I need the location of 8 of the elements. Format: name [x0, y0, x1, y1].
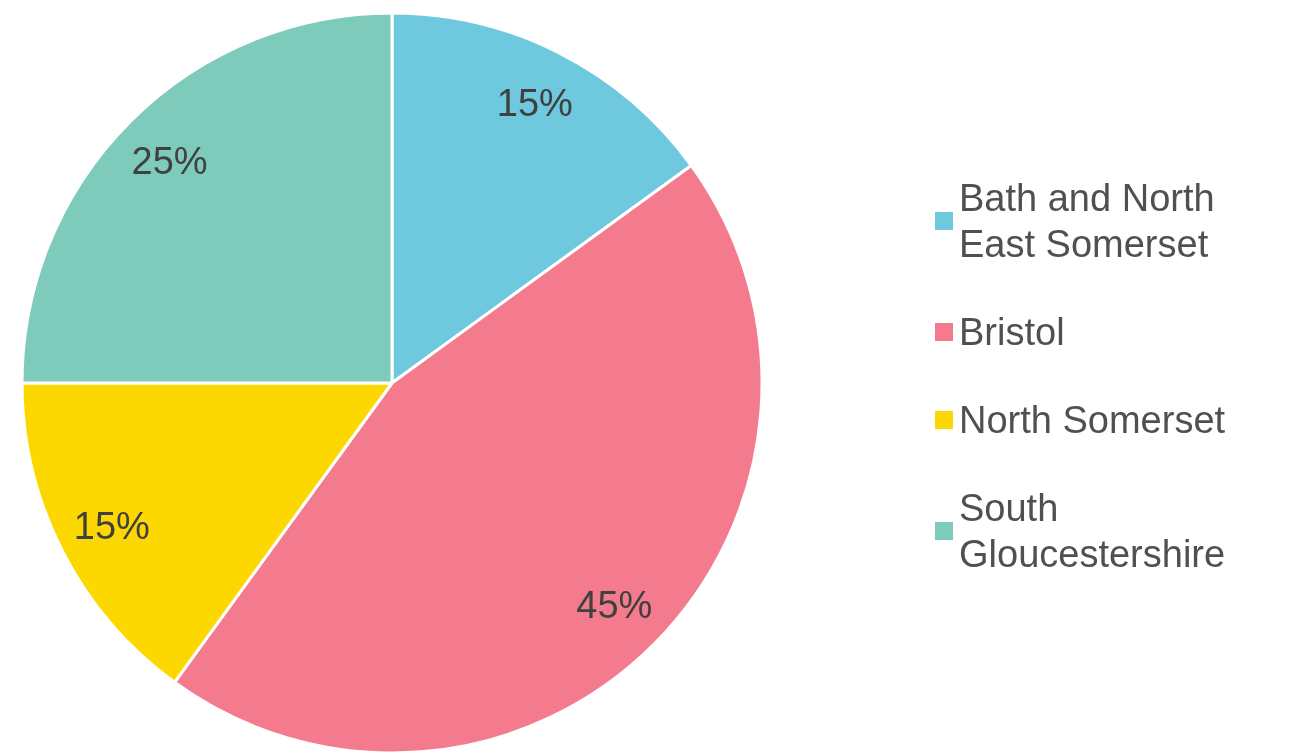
legend-label: North Somerset: [959, 399, 1226, 441]
data-label: 45%: [576, 584, 653, 627]
data-label: 25%: [131, 139, 208, 182]
legend-label: South Gloucestershire: [959, 487, 1226, 575]
legend-label: Bath and North East Somerset: [959, 177, 1226, 265]
data-label: 15%: [73, 504, 150, 547]
data-label: 15%: [496, 81, 573, 124]
legend-label: Bristol: [959, 311, 1065, 353]
